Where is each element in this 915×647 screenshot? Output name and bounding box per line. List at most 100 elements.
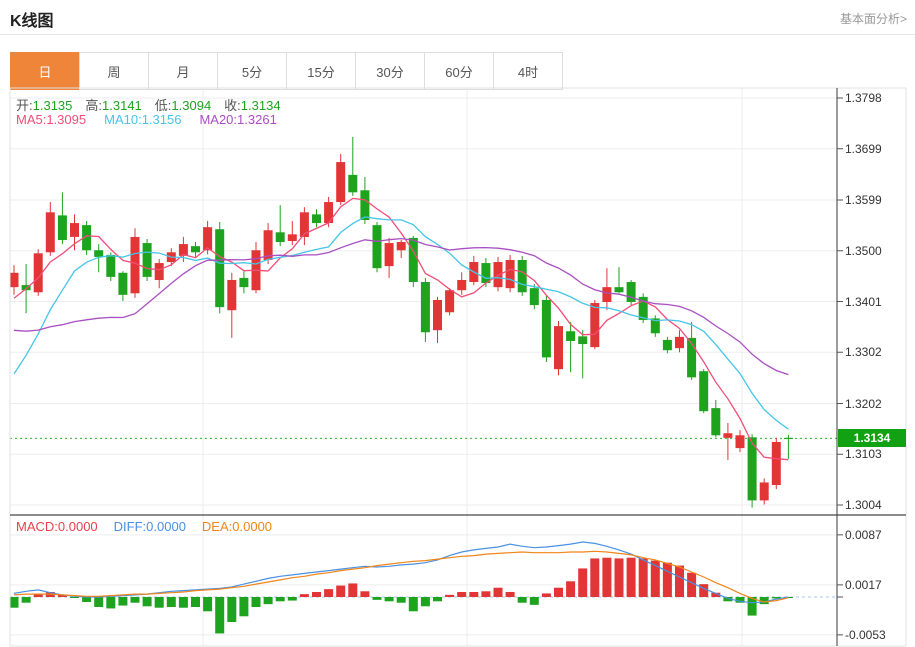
candle-body [239,277,249,288]
main-axis-label: 1.3302 [845,345,882,360]
tab-月[interactable]: 月 [148,52,218,90]
macd-hist-bar [142,597,152,607]
legend-item: 高:1.3141 [85,98,142,113]
macd-hist-bar [57,594,67,597]
macd-hist-bar [650,560,660,597]
candle-body [94,250,104,257]
legend-item: MA10:1.3156 [104,112,182,127]
main-axis-label: 1.3004 [845,498,882,512]
candle-body [408,237,418,283]
macd-hist-bar [723,597,733,602]
macd-hist-bar [166,597,176,607]
macd-hist-bar [517,597,527,603]
current-price-badge: 1.3134 [838,429,906,448]
macd-hist-bar [21,597,31,603]
ohlc-legend: 开:1.3135 高:1.3141 低:1.3094 收:1.3134 [16,95,294,114]
candle-body [711,408,721,436]
main-axis-label: 1.3103 [845,447,882,462]
candle-body [384,243,394,267]
ma-legend: MA5:1.3095 MA10:1.3156 MA20:1.3261 [16,112,295,127]
macd-hist-bar [699,584,709,597]
candle-body [662,339,672,351]
candle-body [759,482,769,501]
macd-hist-bar [324,589,334,597]
candle-body [505,259,515,289]
fundamental-analysis-link[interactable]: 基本面分析> [839,12,907,26]
candle-body [747,437,757,501]
macd-hist-bar [215,597,225,634]
candle-body [638,296,648,320]
candle-body [287,234,297,242]
ma5-line [13,197,789,461]
macd-hist-bar [747,597,757,616]
candle-body [783,437,793,440]
macd-hist-bar [687,572,697,597]
candle-body [445,290,455,313]
macd-hist-bar [312,592,321,597]
macd-hist-bar [554,587,563,597]
macd-hist-bar [735,597,745,603]
legend-item: 收:1.3134 [224,98,281,113]
tab-5分[interactable]: 5分 [217,52,287,90]
macd-hist-bar [711,592,721,597]
macd-hist-bar [505,592,515,597]
tab-15分[interactable]: 15分 [286,52,356,90]
period-tabbar: 日周月 5分 15分 30分 60分 4时 [10,52,563,90]
main-axis-label: 1.3401 [845,294,882,309]
macd-hist-bar [759,597,769,605]
candle-body [735,435,745,449]
macd-hist-bar [638,558,648,597]
macd-hist-bar [299,594,309,597]
candle-body [699,371,709,412]
macd-hist-bar [118,597,128,606]
macd-hist-bar [191,597,200,607]
macd-hist-bar [675,565,684,597]
candle-body [154,263,164,280]
macd-hist-bar [94,597,104,607]
tab-日[interactable]: 日 [10,52,80,90]
legend-item: 开:1.3135 [16,98,73,113]
macd-hist-bar [384,597,394,602]
ma20-line [13,237,789,376]
candle-body [336,162,346,203]
legend-item: DEA:0.0000 [201,519,273,534]
candle-body [70,223,79,237]
macd-hist-bar [239,597,249,617]
candle-body [433,299,442,331]
candle-body [299,212,309,237]
macd-axis-label: 0.0017 [845,577,882,592]
candle-body [481,263,491,284]
candle-body [312,214,321,224]
candle-body [215,229,225,308]
tab-4时[interactable]: 4时 [493,52,563,90]
candle-body [82,225,92,251]
macd-hist-bar [348,583,358,597]
macd-hist-bar [336,585,346,597]
tab-30分[interactable]: 30分 [355,52,425,90]
candle-body [457,279,467,291]
macd-hist-bar [626,557,636,597]
legend-item: MA20:1.3261 [199,112,277,127]
tab-周[interactable]: 周 [79,52,149,90]
legend-item: MACD:0.0000 [16,519,98,534]
candle-body [9,272,19,288]
candle-body [566,331,576,341]
macd-hist-bar [9,597,19,608]
candle-body [396,242,406,251]
main-axis-label: 1.3699 [845,141,882,156]
macd-hist-bar [33,594,43,597]
page-title: K线图 [10,13,54,30]
tab-60分[interactable]: 60分 [424,52,494,90]
macd-hist-bar [420,597,430,607]
candle-body [687,337,697,378]
title-divider [0,34,915,35]
candle-body [203,227,213,251]
legend-item: 低:1.3094 [154,98,212,113]
macd-hist-bar [457,592,467,597]
candle-body [191,246,200,253]
macd-hist-bar [590,558,600,597]
candle-body [33,253,43,293]
dea-line [13,550,789,603]
candle-body [348,174,358,193]
